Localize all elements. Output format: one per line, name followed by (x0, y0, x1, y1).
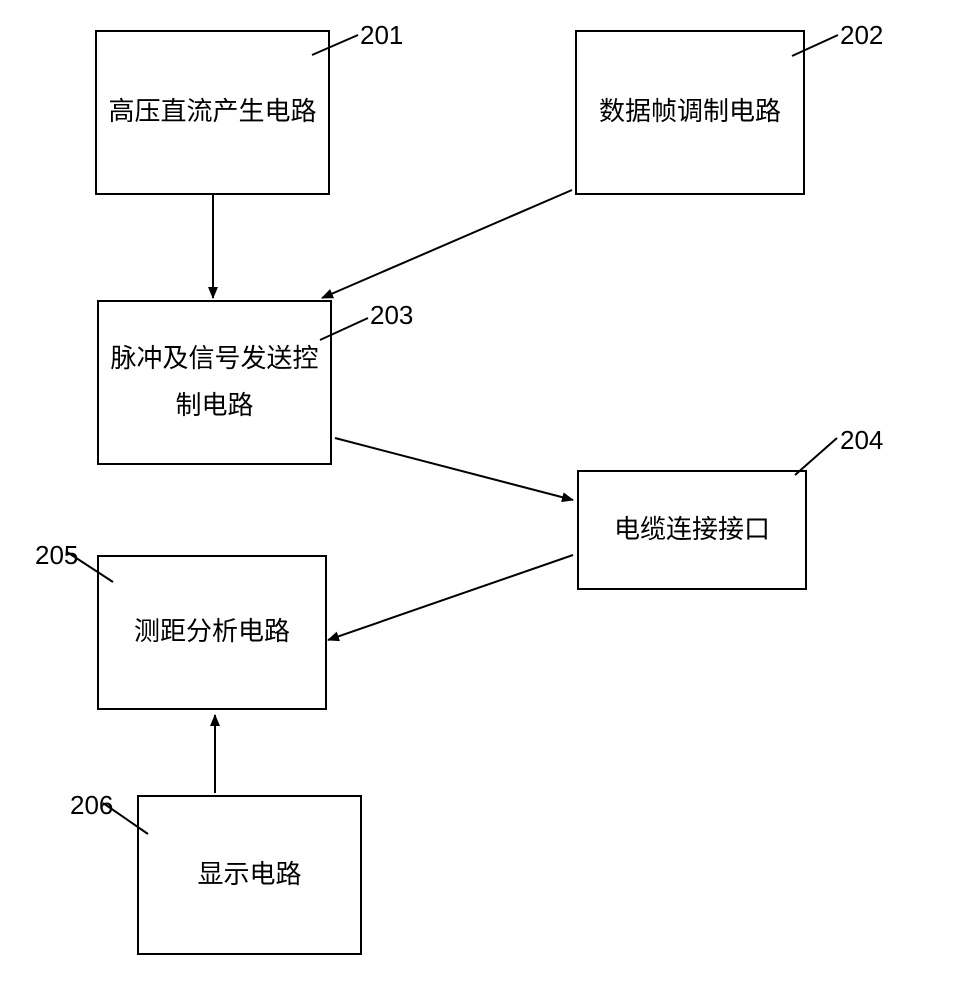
label-204-text: 204 (840, 425, 883, 455)
node-201-label: 高压直流产生电路 (108, 89, 316, 136)
label-202: 202 (840, 20, 883, 51)
node-204-label: 电缆连接接口 (614, 507, 770, 554)
node-204: 电缆连接接口 (577, 470, 807, 590)
node-203-label: 脉冲及信号发送控制电路 (109, 336, 320, 430)
label-206-text: 206 (70, 790, 113, 820)
node-205: 测距分析电路 (97, 555, 327, 710)
node-202: 数据帧调制电路 (575, 30, 805, 195)
node-201: 高压直流产生电路 (95, 30, 330, 195)
label-202-text: 202 (840, 20, 883, 50)
label-203-text: 203 (370, 300, 413, 330)
label-204: 204 (840, 425, 883, 456)
label-205: 205 (35, 540, 78, 571)
edge-203-204 (335, 438, 573, 500)
edge-204-205 (328, 555, 573, 640)
label-201-text: 201 (360, 20, 403, 50)
diagram-container: 高压直流产生电路 数据帧调制电路 脉冲及信号发送控制电路 电缆连接接口 测距分析… (0, 0, 962, 1000)
label-205-text: 205 (35, 540, 78, 570)
node-206-label: 显示电路 (197, 852, 301, 899)
node-206: 显示电路 (137, 795, 362, 955)
label-201: 201 (360, 20, 403, 51)
label-206: 206 (70, 790, 113, 821)
node-203: 脉冲及信号发送控制电路 (97, 300, 332, 465)
edge-202-203 (322, 190, 572, 298)
label-203: 203 (370, 300, 413, 331)
node-205-label: 测距分析电路 (134, 609, 290, 656)
node-202-label: 数据帧调制电路 (599, 89, 781, 136)
